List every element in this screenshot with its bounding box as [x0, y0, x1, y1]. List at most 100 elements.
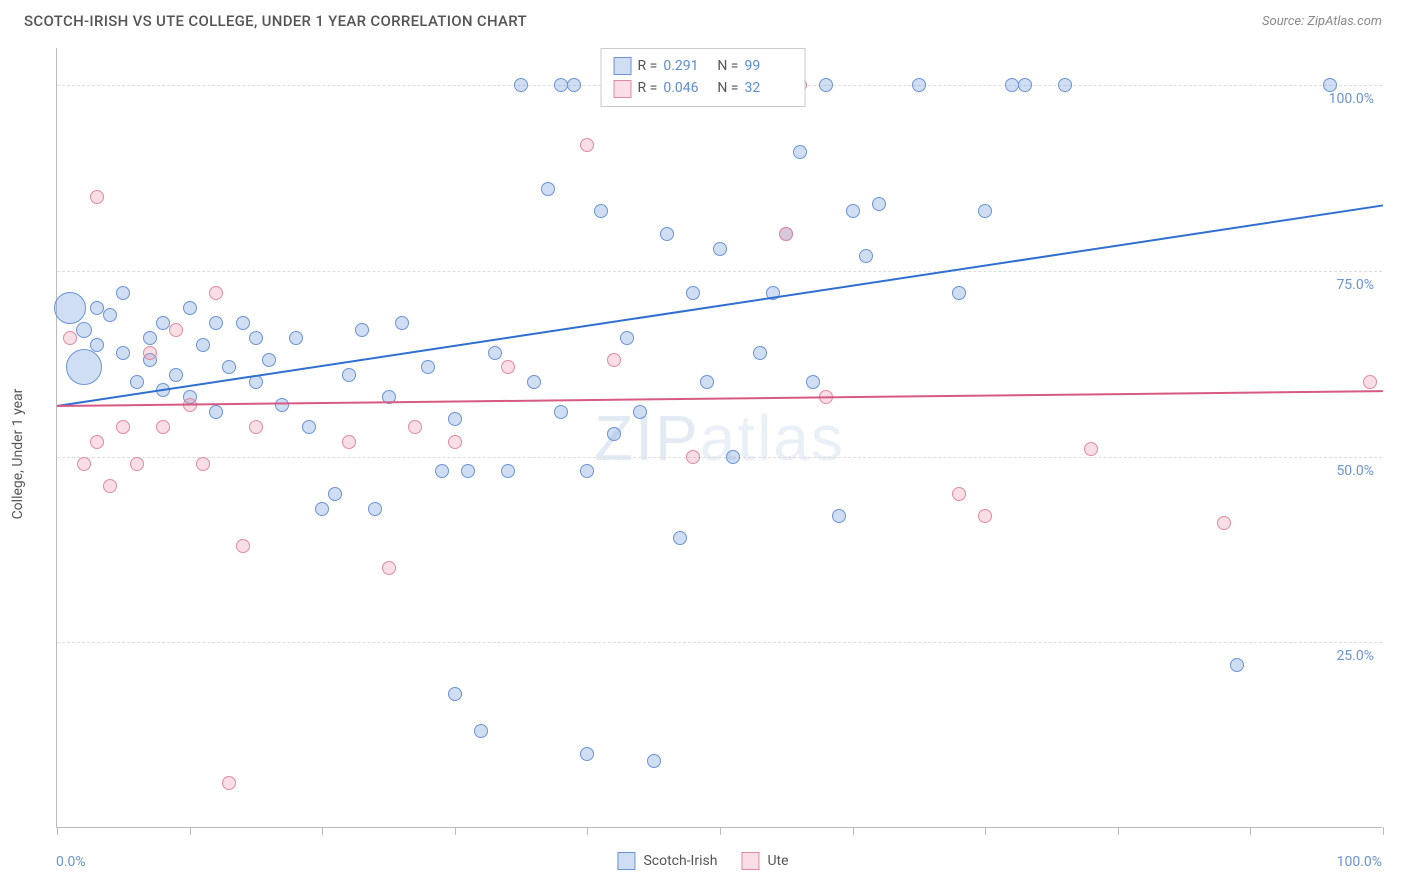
- scatter-point: [793, 145, 807, 159]
- scatter-point: [103, 308, 117, 322]
- scatter-point: [912, 78, 926, 92]
- x-tick: [853, 827, 854, 835]
- y-tick-label: 25.0%: [1336, 648, 1374, 664]
- scatter-point: [952, 286, 966, 300]
- legend-r-value: 0.291: [663, 55, 711, 77]
- legend-n-value: 32: [744, 77, 792, 99]
- scatter-point: [448, 435, 462, 449]
- scatter-point: [408, 420, 422, 434]
- scatter-point: [143, 346, 157, 360]
- scatter-point: [872, 197, 886, 211]
- scatter-point: [222, 776, 236, 790]
- scatter-point: [660, 227, 674, 241]
- scatter-point: [289, 331, 303, 345]
- legend-r-value: 0.046: [663, 77, 711, 99]
- scatter-point: [554, 405, 568, 419]
- scatter-point: [249, 420, 263, 434]
- scatter-point: [753, 346, 767, 360]
- scatter-point: [633, 405, 647, 419]
- scatter-point: [448, 687, 462, 701]
- scatter-point: [607, 353, 621, 367]
- legend-series: Scotch-Irish Ute: [617, 852, 788, 870]
- x-tick: [1383, 827, 1384, 835]
- scatter-point: [315, 502, 329, 516]
- scatter-point: [222, 360, 236, 374]
- scatter-point: [342, 435, 356, 449]
- legend-r-label: R =: [638, 55, 658, 77]
- trend-line: [57, 204, 1383, 407]
- scatter-point: [435, 464, 449, 478]
- scatter-point: [541, 182, 555, 196]
- gridline: [57, 457, 1382, 458]
- scatter-point: [1005, 78, 1019, 92]
- scatter-point: [978, 204, 992, 218]
- scatter-point: [580, 138, 594, 152]
- scatter-point: [673, 531, 687, 545]
- scatter-point: [275, 398, 289, 412]
- legend-correlation-box: R =0.291 N = 99 R =0.046 N = 32: [601, 48, 806, 107]
- scatter-point: [1363, 375, 1377, 389]
- x-tick: [985, 827, 986, 835]
- scatter-point: [328, 487, 342, 501]
- scatter-point: [819, 78, 833, 92]
- scatter-point: [90, 301, 104, 315]
- legend-label: Ute: [767, 853, 788, 869]
- scatter-point: [527, 375, 541, 389]
- scatter-point: [620, 331, 634, 345]
- legend-row: R =0.046 N = 32: [614, 77, 793, 99]
- scatter-point: [302, 420, 316, 434]
- legend-n-label: N =: [717, 77, 738, 99]
- legend-n-label: N =: [717, 55, 738, 77]
- scatter-point: [130, 457, 144, 471]
- scatter-point: [448, 412, 462, 426]
- chart-plot-area: ZIPatlas 25.0% 50.0% 75.0% 100.0%: [56, 48, 1382, 828]
- scatter-point: [116, 346, 130, 360]
- scatter-point: [130, 375, 144, 389]
- x-tick: [57, 827, 58, 835]
- scatter-point: [342, 368, 356, 382]
- scatter-point: [262, 353, 276, 367]
- x-tick: [1118, 827, 1119, 835]
- scatter-point: [90, 435, 104, 449]
- scatter-point: [474, 724, 488, 738]
- y-tick-label: 50.0%: [1336, 463, 1374, 479]
- scatter-point: [594, 204, 608, 218]
- source-label: Source: ZipAtlas.com: [1262, 14, 1382, 29]
- y-tick-label: 100.0%: [1329, 91, 1374, 107]
- legend-swatch: [741, 852, 759, 870]
- legend-item: Scotch-Irish: [617, 852, 717, 870]
- scatter-point: [116, 420, 130, 434]
- trend-line: [57, 390, 1383, 407]
- scatter-point: [368, 502, 382, 516]
- scatter-point: [90, 338, 104, 352]
- scatter-point: [156, 420, 170, 434]
- scatter-point: [169, 323, 183, 337]
- watermark: ZIPatlas: [594, 401, 845, 475]
- x-tick: [720, 827, 721, 835]
- scatter-point: [461, 464, 475, 478]
- scatter-point: [1018, 78, 1032, 92]
- scatter-point: [554, 78, 568, 92]
- x-tick: [322, 827, 323, 835]
- gridline: [57, 271, 1382, 272]
- scatter-point: [1084, 442, 1098, 456]
- scatter-point: [209, 316, 223, 330]
- scatter-point: [249, 331, 263, 345]
- y-tick-label: 75.0%: [1336, 277, 1374, 293]
- x-tick: [190, 827, 191, 835]
- scatter-point: [90, 190, 104, 204]
- scatter-point: [978, 509, 992, 523]
- x-axis-label-min: 0.0%: [56, 854, 86, 870]
- x-tick: [1250, 827, 1251, 835]
- legend-n-value: 99: [744, 55, 792, 77]
- legend-row: R =0.291 N = 99: [614, 55, 793, 77]
- scatter-point: [686, 286, 700, 300]
- scatter-point: [196, 338, 210, 352]
- scatter-point: [607, 427, 621, 441]
- y-axis-title: College, Under 1 year: [10, 389, 26, 520]
- legend-r-label: R =: [638, 77, 658, 99]
- scatter-point: [846, 204, 860, 218]
- scatter-point: [183, 301, 197, 315]
- scatter-point: [169, 368, 183, 382]
- scatter-point: [236, 316, 250, 330]
